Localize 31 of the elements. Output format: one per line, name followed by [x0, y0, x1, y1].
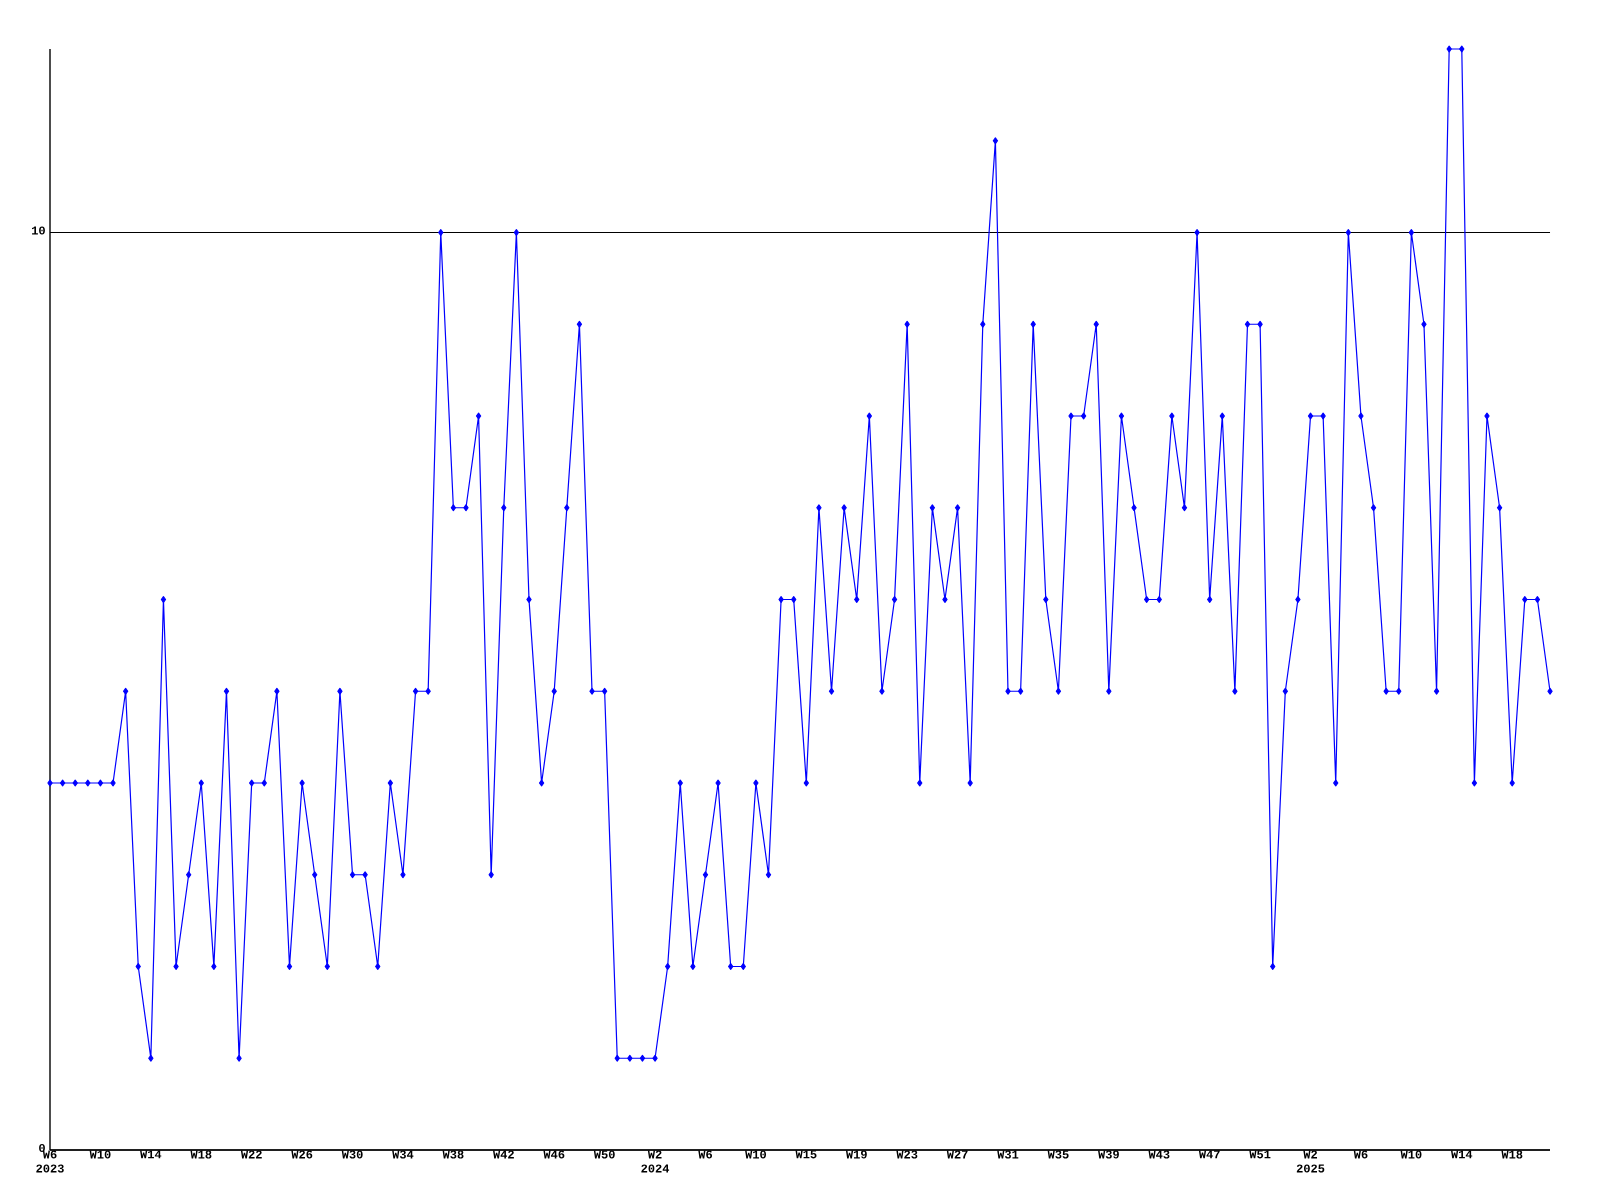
x-tick-label: W14	[140, 1150, 162, 1159]
x-tick-label: W10	[89, 1150, 111, 1159]
x-tick-label: W27	[946, 1150, 968, 1159]
y-tick-label: 0	[39, 1143, 45, 1153]
x-tick-label: W35	[1047, 1150, 1069, 1159]
x-tick-label: W50	[593, 1150, 615, 1159]
x-tick-label: W51	[1249, 1150, 1271, 1159]
x-tick-label: W42	[492, 1150, 514, 1159]
x-tick-label: W19	[845, 1150, 867, 1159]
y-tick-label: 10	[32, 226, 45, 235]
x-tick-label: W10	[1400, 1150, 1422, 1159]
x-tick-label: W23	[896, 1150, 918, 1159]
x-tick-label: W34	[392, 1150, 414, 1159]
x-tick-label: W46	[543, 1150, 565, 1159]
x-tick-label: W2 2025	[1296, 1150, 1325, 1173]
x-tick-label: W6	[1353, 1150, 1368, 1159]
x-tick-label: W31	[997, 1150, 1019, 1159]
x-tick-label: W38	[442, 1150, 464, 1159]
x-tick-label: W14	[1450, 1150, 1473, 1159]
x-tick-label: W30	[341, 1150, 363, 1159]
x-tick-label: W39	[1098, 1150, 1119, 1159]
x-tick-label: W26	[291, 1150, 313, 1159]
x-tick-label: W2 2024	[641, 1150, 670, 1173]
x-tick-label: W10	[745, 1150, 767, 1159]
x-tick-label: W18	[1501, 1150, 1523, 1159]
x-tick-label: W15	[795, 1150, 817, 1159]
x-tick-label: W18	[190, 1150, 212, 1159]
x-tick-label: W47	[1198, 1150, 1220, 1159]
x-tick-label: W6	[698, 1150, 713, 1159]
x-tick-label: W22	[240, 1150, 262, 1159]
x-tick-label: W43	[1148, 1150, 1170, 1159]
